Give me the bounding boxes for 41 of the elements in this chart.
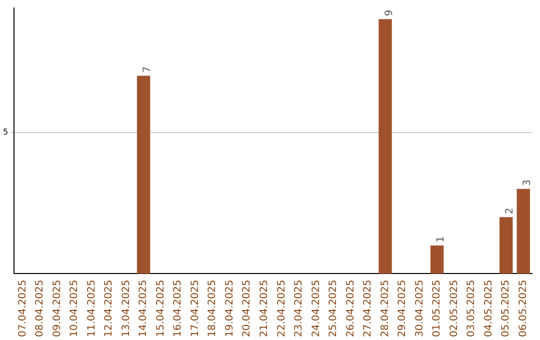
bar: [378, 19, 392, 274]
data-label: 9: [384, 10, 395, 16]
x-tick-label: 11.04.2025: [86, 280, 98, 338]
data-label: 2: [504, 208, 516, 214]
x-tick-label: 30.04.2025: [414, 280, 426, 338]
x-tick-label: 26.04.2025: [345, 280, 356, 338]
x-tick-label: 10.04.2025: [69, 280, 80, 338]
bar: [430, 245, 444, 274]
x-tick-label: 16.04.2025: [172, 280, 184, 338]
x-tick-label: 12.04.2025: [104, 280, 115, 338]
x-tick-label: 23.04.2025: [294, 280, 305, 338]
x-tick-label: 19.04.2025: [224, 280, 236, 338]
bar: [516, 188, 530, 274]
x-tick-label: 05.05.2025: [500, 280, 512, 338]
bar: [136, 76, 150, 274]
x-tick-label: 14.04.2025: [138, 280, 150, 338]
x-tick-label: 24.04.2025: [310, 280, 322, 338]
x-tick-label: 17.04.2025: [190, 280, 201, 338]
bar: [500, 217, 513, 274]
x-tick-label: 13.04.2025: [120, 280, 132, 338]
x-tick-label: 22.04.2025: [276, 280, 288, 338]
y-tick-label: 5: [2, 127, 8, 136]
x-tick-label: 03.05.2025: [466, 280, 478, 338]
x-tick-label: 15.04.2025: [155, 280, 166, 338]
x-tick-label: 29.04.2025: [397, 280, 408, 338]
x-tick-label: 08.04.2025: [34, 280, 46, 338]
x-tick-label: 28.04.2025: [380, 280, 391, 338]
x-tick-label: 18.04.2025: [207, 280, 218, 338]
data-label: 3: [522, 179, 533, 186]
data-label: 1: [436, 236, 447, 242]
x-tick-label: 04.05.2025: [483, 280, 494, 338]
x-tick-label: 06.05.2025: [518, 280, 529, 338]
x-tick-label: 09.04.2025: [52, 280, 63, 338]
x-tick-label: 25.04.2025: [328, 280, 340, 338]
x-tick-label: 20.04.2025: [242, 280, 253, 338]
x-tick-label: 02.05.2025: [448, 280, 460, 338]
x-tick-label: 07.04.2025: [17, 280, 28, 338]
x-tick-label: 01.05.2025: [432, 280, 443, 338]
x-tick-label: 21.04.2025: [259, 280, 270, 338]
x-tick-label: 27.04.2025: [362, 280, 374, 338]
data-label: 7: [142, 66, 154, 73]
